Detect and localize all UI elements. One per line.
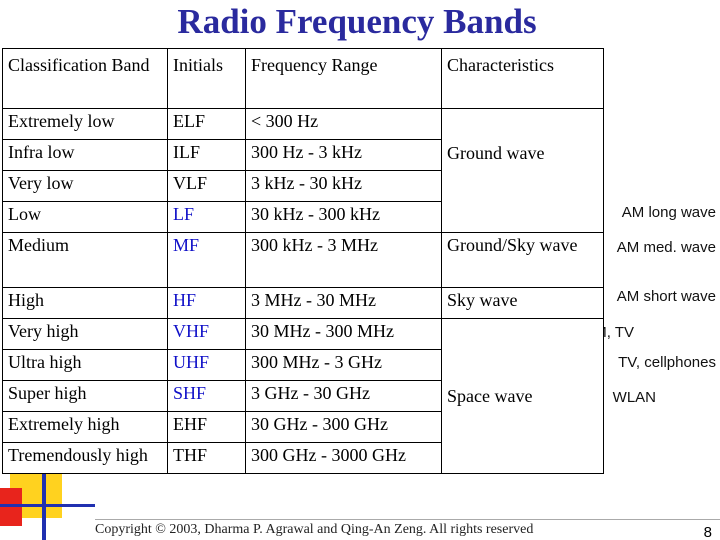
range: 300 MHz - 3 GHz <box>245 349 442 381</box>
note: AM short wave <box>616 288 716 305</box>
row: Infra low ILF 300 Hz - 3 kHz <box>2 139 604 171</box>
blue-bar-h <box>0 504 95 507</box>
header-cell: Frequency Range <box>245 48 442 109</box>
characteristic: Ground wave <box>441 108 604 233</box>
range: 30 MHz - 300 MHz <box>245 318 442 350</box>
header-cell: Classification Band <box>2 48 168 109</box>
initials: VLF <box>167 170 246 202</box>
initials: SHF <box>167 380 246 412</box>
band-table: Classification Band Initials Frequency R… <box>2 48 604 474</box>
range: 300 kHz - 3 MHz <box>245 232 442 288</box>
band: High <box>2 287 168 319</box>
row: Tremendously high THF 300 GHz - 3000 GHz <box>2 442 604 474</box>
row: Very low VLF 3 kHz - 30 kHz <box>2 170 604 202</box>
initials: THF <box>167 442 246 474</box>
band: Super high <box>2 380 168 412</box>
characteristic: Ground/Sky wave <box>441 232 604 288</box>
initials: EHF <box>167 411 246 443</box>
range: < 300 Hz <box>245 108 442 140</box>
row: Extremely high EHF 30 GHz - 300 GHz <box>2 411 604 443</box>
range: 30 GHz - 300 GHz <box>245 411 442 443</box>
initials: LF <box>167 201 246 233</box>
band: Low <box>2 201 168 233</box>
row: Extremely low ELF < 300 Hz Ground wave <box>2 108 604 233</box>
header-row: Classification Band Initials Frequency R… <box>2 48 604 109</box>
band: Extremely high <box>2 411 168 443</box>
note: AM long wave <box>621 204 716 221</box>
note: AM med. wave <box>616 239 716 256</box>
range: 3 GHz - 30 GHz <box>245 380 442 412</box>
band: Medium <box>2 232 168 288</box>
band: Infra low <box>2 139 168 171</box>
row: Medium MF 300 kHz - 3 MHz Ground/Sky wav… <box>2 232 604 288</box>
red-square <box>0 488 22 526</box>
initials: UHF <box>167 349 246 381</box>
characteristic: Sky wave <box>441 287 604 319</box>
header-cell: Characteristics <box>441 48 604 109</box>
band: Ultra high <box>2 349 168 381</box>
initials: VHF <box>167 318 246 350</box>
note: TV, cellphones <box>618 354 716 371</box>
initials: ELF <box>167 108 246 140</box>
initials: ILF <box>167 139 246 171</box>
range: 300 GHz - 3000 GHz <box>245 442 442 474</box>
title: Radio Frequency Bands <box>177 2 537 41</box>
row: High HF 3 MHz - 30 MHz Sky wave <box>2 287 604 319</box>
page-number: 8 <box>703 524 712 540</box>
header-cell: Initials <box>167 48 246 109</box>
footer: Copyright © 2003, Dharma P. Agrawal and … <box>95 522 534 537</box>
row: Super high SHF 3 GHz - 30 GHz <box>2 380 604 412</box>
band: Very low <box>2 170 168 202</box>
initials: MF <box>167 232 246 288</box>
range: 30 kHz - 300 kHz <box>245 201 442 233</box>
range: 3 kHz - 30 kHz <box>245 170 442 202</box>
row: Low LF 30 kHz - 300 kHz <box>2 201 604 233</box>
row: Very high VHF 30 MHz - 300 MHz Space wav… <box>2 318 604 474</box>
note: WLAN <box>612 389 656 406</box>
band: Extremely low <box>2 108 168 140</box>
range: 3 MHz - 30 MHz <box>245 287 442 319</box>
footer-rule <box>95 519 720 520</box>
band: Very high <box>2 318 168 350</box>
range: 300 Hz - 3 kHz <box>245 139 442 171</box>
characteristic: Space wave <box>441 318 604 474</box>
initials: HF <box>167 287 246 319</box>
band: Tremendously high <box>2 442 168 474</box>
